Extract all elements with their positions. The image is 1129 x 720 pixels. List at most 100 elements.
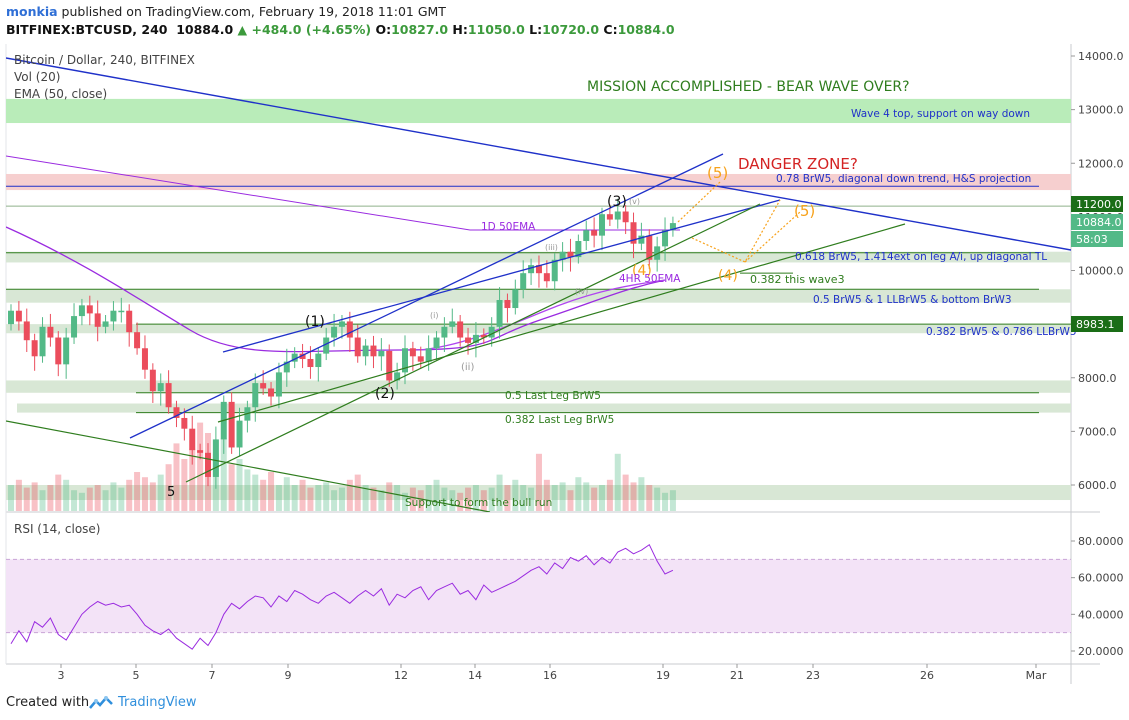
annotation-danger: DANGER ZONE? — [738, 155, 858, 173]
candle-body — [669, 223, 676, 231]
volume-bar — [102, 490, 109, 511]
annotation-wave3: 0.382 this wave3 — [750, 273, 845, 286]
rsi-tick-label: 40.0000 — [1078, 608, 1124, 621]
candle-body — [402, 348, 408, 373]
volume-bar — [669, 490, 676, 511]
x-tick-label: 16 — [543, 669, 557, 682]
volume-bar — [646, 485, 653, 511]
candle-body — [646, 235, 653, 260]
candle-body — [354, 337, 361, 357]
candle-body — [543, 273, 550, 282]
candle-body — [86, 305, 93, 314]
volume-bar — [181, 459, 188, 511]
volume-bar — [141, 477, 148, 511]
candle-body — [638, 235, 645, 244]
x-tick-label: 5 — [133, 669, 140, 682]
wave-label-i: (i) — [430, 311, 438, 320]
volume-bar — [496, 474, 503, 511]
volume-bar — [307, 487, 314, 511]
zone-label: 0.5 Last Leg BrW5 — [505, 390, 601, 402]
candle-body — [110, 310, 117, 322]
y-tick-label: 6000.0 — [1078, 479, 1117, 492]
legend-main: Bitcoin / Dollar, 240, BITFINEX — [14, 53, 195, 67]
wave-label-1: (1) — [305, 314, 325, 330]
volume-bar — [402, 492, 408, 511]
volume-bar — [457, 492, 464, 511]
wave-label-5-orange: (5) — [707, 164, 728, 182]
candle-body — [378, 350, 385, 357]
candle-body — [299, 353, 306, 359]
h-label: H: — [452, 22, 468, 37]
tradingview-logo-icon — [88, 694, 114, 716]
candle-body — [480, 334, 487, 338]
x-tick-label: 26 — [920, 669, 934, 682]
price-tag — [1071, 231, 1123, 247]
volume-bar — [630, 482, 637, 511]
candle-body — [606, 214, 613, 220]
candle-body — [465, 337, 472, 343]
volume-bar — [23, 487, 30, 511]
candle-body — [23, 321, 30, 341]
price-tag-label: 10884.0 — [1076, 216, 1122, 229]
volume-bar — [378, 490, 385, 511]
symbol-text: BITFINEX:BTCUSD, 240 — [6, 22, 168, 37]
c-label: C: — [603, 22, 618, 37]
candle-body — [181, 417, 188, 429]
zone-label: 0.78 BrW5, diagonal down trend, H&S proj… — [776, 173, 1031, 185]
volume-bar — [165, 464, 172, 511]
volume-bar — [260, 479, 267, 511]
annotation-1d-ema: 1D 50EMA — [481, 221, 536, 233]
volume-bar — [622, 474, 629, 511]
volume-bar — [157, 474, 164, 511]
zone-label: 0.618 BrW5, 1.414ext on leg A/i, up diag… — [795, 251, 1047, 263]
uptrend-line-2 — [217, 223, 906, 423]
candle-body — [591, 230, 598, 236]
tradingview-link[interactable]: TradingView — [118, 695, 197, 710]
candle-body — [662, 230, 669, 247]
candle-body — [157, 383, 164, 392]
volume-bar — [299, 479, 306, 511]
volume-bar — [275, 485, 282, 511]
wave-label-ii: (ii) — [461, 362, 474, 373]
zone-label: 0.382 BrW5 & 0.786 LLBrW5 — [926, 326, 1077, 338]
candle-body — [622, 211, 629, 223]
x-tick-label: 12 — [394, 669, 408, 682]
volume-bar — [323, 482, 330, 511]
candle-body — [346, 321, 353, 338]
wave-label-v: (v) — [629, 197, 640, 206]
candle-body — [559, 251, 566, 260]
chart[interactable]: (1) (2) (3) 5 (i) (ii) (iii) (iv) (v) (5) (5) (4) (4… — [0, 0, 1129, 690]
volume-bar — [591, 487, 598, 511]
candle-body — [275, 372, 282, 397]
candle-body — [307, 358, 314, 368]
candle-body — [457, 321, 464, 338]
candle-body — [149, 369, 156, 392]
volume-bar — [110, 482, 117, 511]
candle-body — [409, 348, 416, 357]
candle-body — [8, 310, 14, 325]
candle-body — [63, 337, 70, 365]
annotation-4hr-ema: 4HR 50EMA — [619, 273, 681, 285]
volume-bar — [283, 477, 290, 511]
candle-body — [47, 326, 54, 338]
volume-bar — [71, 490, 78, 511]
candle-body — [551, 259, 558, 282]
volume-bar — [268, 472, 275, 511]
publish-header: monkia published on TradingView.com, Feb… — [6, 4, 446, 19]
diagonal-downtrend-line — [6, 57, 1071, 251]
candle-body — [134, 332, 141, 349]
candle-body — [504, 299, 511, 309]
volume-bar — [15, 479, 22, 511]
price-tag — [1071, 196, 1123, 212]
volume-bar — [472, 485, 479, 511]
volume-bar — [252, 474, 259, 511]
volume-bar — [654, 487, 661, 511]
candle-body — [583, 230, 590, 242]
volume-bar — [528, 487, 535, 511]
ema-4hr-line — [419, 279, 666, 351]
candle-body — [212, 439, 219, 477]
l-label: L: — [529, 22, 543, 37]
volume-bar — [31, 482, 38, 511]
username-link[interactable]: monkia — [6, 4, 58, 19]
x-tick-label: 9 — [285, 669, 292, 682]
